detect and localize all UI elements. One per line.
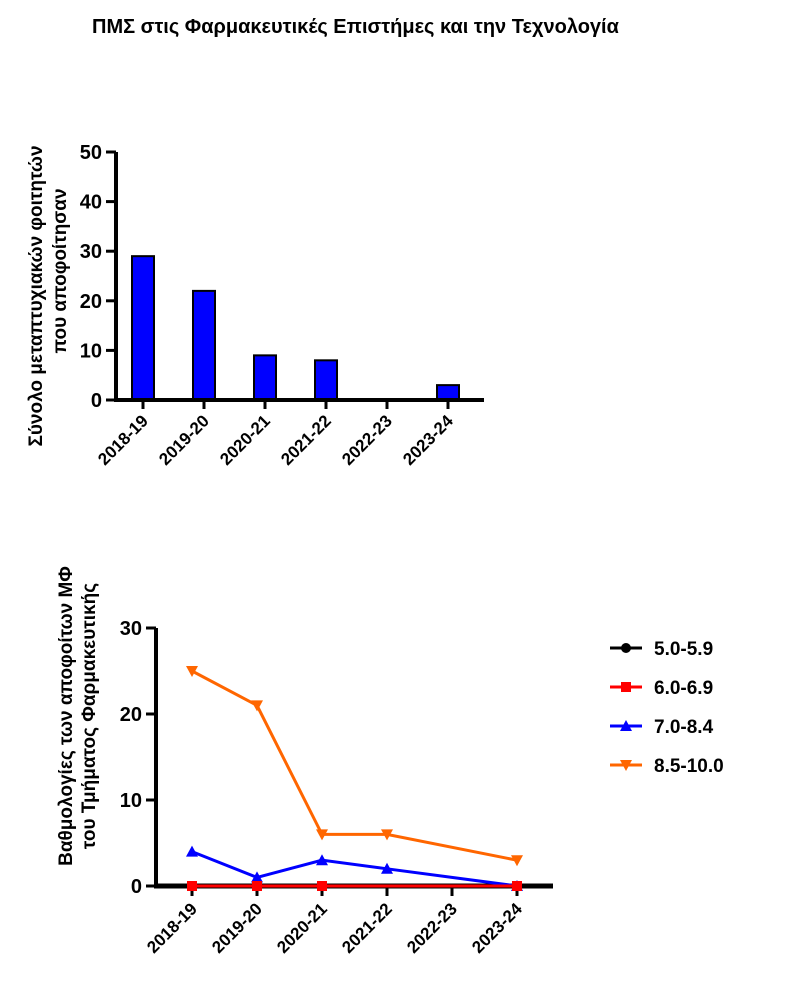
x-tick-label: 2021-22	[338, 899, 396, 957]
bar-chart: 2018-19 2019-20 2020-21 2021-22 2022-23 2023-…	[26, 142, 484, 469]
legend-marker	[620, 720, 632, 731]
legend-label: 5.0-5.9	[654, 639, 713, 660]
y-tick-label: 30	[80, 241, 102, 263]
x-tick-label: 2020-21	[216, 411, 274, 469]
page-title: ΠΜΣ στις Φαρμακευτικές Επιστήμες και την…	[92, 16, 619, 38]
data-point	[381, 829, 393, 841]
y-tick-label: 20	[120, 704, 142, 726]
data-point	[381, 862, 393, 874]
x-tick-label: 2020-21	[273, 899, 331, 957]
y-tick-label: 0	[91, 390, 102, 412]
bar	[192, 289, 216, 402]
data-point	[252, 881, 262, 891]
bar	[436, 384, 460, 401]
y-tick-label: 10	[80, 340, 102, 362]
y-tick-label: 0	[131, 876, 142, 898]
legend-label: 6.0-6.9	[654, 678, 713, 699]
x-tick-label: 2022-23	[338, 411, 396, 469]
series-line	[191, 850, 518, 888]
bar	[131, 255, 155, 401]
legend-label: 8.5-10.0	[654, 756, 724, 777]
series-line	[191, 669, 518, 862]
data-point	[317, 881, 327, 891]
legend-label: 7.0-8.4	[654, 717, 714, 738]
x-tick-label: 2019-20	[208, 899, 266, 957]
legend-marker	[621, 682, 631, 692]
data-point	[316, 829, 328, 841]
y-tick-label: 10	[120, 790, 142, 812]
legend-marker	[620, 760, 632, 771]
legend-marker	[621, 643, 631, 653]
data-point	[511, 855, 523, 867]
data-point	[316, 854, 328, 866]
data-point	[251, 871, 263, 883]
y-tick-label: 30	[120, 618, 142, 640]
data-point	[186, 845, 198, 857]
bar	[253, 354, 277, 401]
y-axis-title: Σύνολο μεταπτυχιακών φοιτητών	[26, 145, 47, 446]
x-tick-label: 2019-20	[155, 411, 213, 469]
y-tick-label: 20	[80, 291, 102, 313]
data-point	[512, 881, 522, 891]
x-tick-label: 2023-24	[399, 411, 457, 469]
y-tick-label: 50	[80, 142, 102, 164]
x-tick-label: 2023-24	[468, 899, 526, 957]
x-tick-label: 2018-19	[143, 899, 201, 957]
x-tick-label: 2022-23	[403, 899, 461, 957]
y-axis-title: που αποφοίτησαν	[50, 188, 71, 353]
x-tick-label: 2021-22	[277, 411, 335, 469]
y-tick-label: 40	[80, 192, 102, 214]
data-point	[186, 666, 198, 677]
bar	[314, 359, 338, 402]
data-point	[251, 700, 263, 712]
y-axis-title: Βαθμολογίες των αποφοίτων ΜΦ	[56, 566, 77, 866]
data-point	[187, 881, 197, 891]
x-tick-label: 2018-19	[94, 411, 152, 469]
y-axis-title: του Τμήματος Φαρμακευτικής	[79, 583, 100, 849]
line-chart: 0 10 20 30 2018-19 2019-20 2020-21 2021-22 2022-…	[56, 566, 724, 957]
